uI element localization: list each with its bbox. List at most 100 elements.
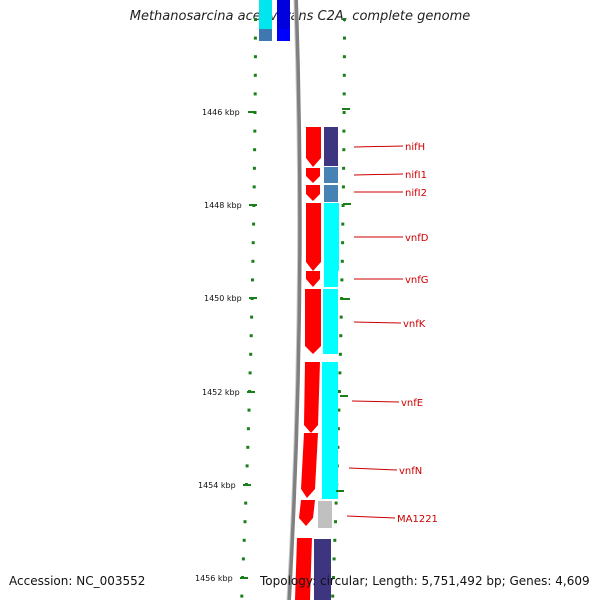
left-minor-tick	[251, 259, 255, 263]
left-minor-tick	[253, 92, 257, 96]
left-minor-tick	[249, 352, 253, 356]
left-minor-tick	[241, 557, 245, 561]
left-minor-tick	[248, 371, 252, 375]
right-minor-tick	[342, 166, 346, 170]
gene-label-vnfN: vnfN	[399, 466, 422, 477]
left-minor-tick	[251, 278, 254, 282]
gene-arrow-nifI1	[306, 168, 320, 183]
right-minor-tick	[340, 278, 344, 282]
forward-strand-genes	[295, 127, 321, 600]
right-minor-tick	[331, 594, 335, 598]
gene-labels: nifH nifI1 nifI2 vnfD vnfG vnfK vnfE vnf…	[397, 142, 438, 525]
right-minor-tick	[340, 297, 344, 300]
kbp-label-1446: 1446 kbp	[202, 108, 240, 117]
right-minor-tick	[341, 222, 345, 226]
left-minor-tick	[253, 73, 257, 77]
gene-arrow-MA1221	[299, 500, 315, 526]
cog-nifI1	[324, 167, 338, 183]
label-leaders	[346, 145, 404, 519]
cog-nifI2	[324, 185, 338, 202]
top-gene-steel	[259, 29, 272, 41]
right-minor-tick	[331, 576, 335, 579]
gene-arrow-bottom	[295, 538, 312, 600]
gene-arrow-vnfN	[301, 433, 318, 498]
right-minor-tick	[338, 352, 342, 356]
right-minor-tick	[334, 501, 338, 505]
left-minor-tick	[246, 427, 250, 431]
left-minor-tick	[252, 222, 256, 226]
gene-arrow-vnfK	[305, 289, 321, 354]
right-minor-tick	[341, 204, 345, 207]
kbp-scale: 1446 kbp 1448 kbp 1450 kbp 1452 kbp 1454…	[195, 108, 257, 583]
left-minor-tick	[244, 501, 248, 505]
right-major-ticks	[336, 108, 351, 492]
kbp-label-1456: 1456 kbp	[195, 574, 233, 583]
top-gene-cyan	[259, 0, 272, 29]
right-dotted-track	[331, 18, 346, 598]
cog-vnfK	[323, 289, 338, 354]
right-minor-tick	[341, 241, 345, 245]
gene-label-vnfD: vnfD	[405, 233, 429, 244]
right-minor-tick	[342, 129, 346, 133]
left-minor-tick	[254, 18, 257, 21]
right-minor-tick	[342, 73, 346, 77]
right-minor-tick	[341, 185, 345, 189]
genome-backbone	[287, 0, 302, 600]
left-minor-tick	[250, 315, 254, 319]
kbp-label-1448: 1448 kbp	[204, 201, 242, 210]
right-minor-tick	[339, 315, 343, 319]
map-title: Methanosarcina acetivorans C2A, complete…	[129, 9, 471, 24]
left-minor-tick	[253, 148, 257, 152]
gene-arrow-vnfD	[306, 203, 321, 271]
right-minor-tick	[343, 18, 346, 21]
right-minor-tick	[340, 259, 344, 263]
left-minor-tick	[242, 538, 246, 542]
left-minor-tick	[253, 55, 257, 59]
right-minor-tick	[339, 334, 343, 338]
left-minor-tick	[253, 36, 257, 40]
left-dotted-track	[240, 18, 257, 598]
genome-backbone-highlight	[286, 0, 299, 600]
kbp-label-1452: 1452 kbp	[202, 388, 240, 397]
gene-arrow-vnfG	[306, 271, 320, 287]
left-minor-tick	[253, 129, 257, 133]
left-minor-tick	[243, 520, 247, 524]
left-minor-tick	[252, 185, 256, 189]
right-minor-tick	[337, 408, 341, 412]
gene-label-nifH: nifH	[405, 142, 425, 153]
top-gene-blue	[277, 0, 290, 29]
gene-label-vnfE: vnfE	[401, 398, 423, 409]
cog-vnfG	[324, 271, 338, 287]
cog-vnfD	[324, 203, 339, 271]
left-minor-tick	[240, 594, 244, 598]
right-minor-tick	[342, 111, 346, 114]
gene-label-vnfK: vnfK	[403, 319, 426, 330]
right-minor-tick	[332, 557, 336, 561]
right-minor-tick	[338, 371, 342, 375]
right-minor-tick	[333, 538, 337, 542]
top-gene-blue-2	[277, 29, 290, 41]
left-minor-tick	[245, 464, 249, 468]
right-minor-tick	[342, 92, 346, 96]
cog-genes	[314, 127, 339, 600]
right-minor-tick	[343, 36, 346, 40]
left-minor-tick	[247, 408, 251, 412]
cog-vnfE-vnfN	[322, 362, 338, 499]
cog-nifH	[324, 127, 338, 166]
gene-label-nifI2: nifI2	[405, 188, 427, 199]
left-minor-tick	[249, 334, 253, 338]
accession-label: Accession: NC_003552	[9, 574, 146, 588]
gene-arrow-vnfE	[304, 362, 320, 433]
left-minor-tick	[252, 166, 256, 170]
kbp-label-1454: 1454 kbp	[198, 481, 236, 490]
cog-bottom	[314, 539, 331, 600]
left-minor-tick	[251, 241, 255, 245]
right-minor-tick	[337, 390, 341, 393]
right-minor-tick	[336, 427, 340, 431]
right-minor-tick	[342, 148, 346, 152]
cog-MA1221	[318, 501, 332, 528]
gene-arrow-nifI2	[306, 185, 320, 201]
right-minor-tick	[334, 520, 337, 524]
gene-arrow-nifH	[306, 127, 321, 167]
gene-label-vnfG: vnfG	[405, 275, 429, 286]
